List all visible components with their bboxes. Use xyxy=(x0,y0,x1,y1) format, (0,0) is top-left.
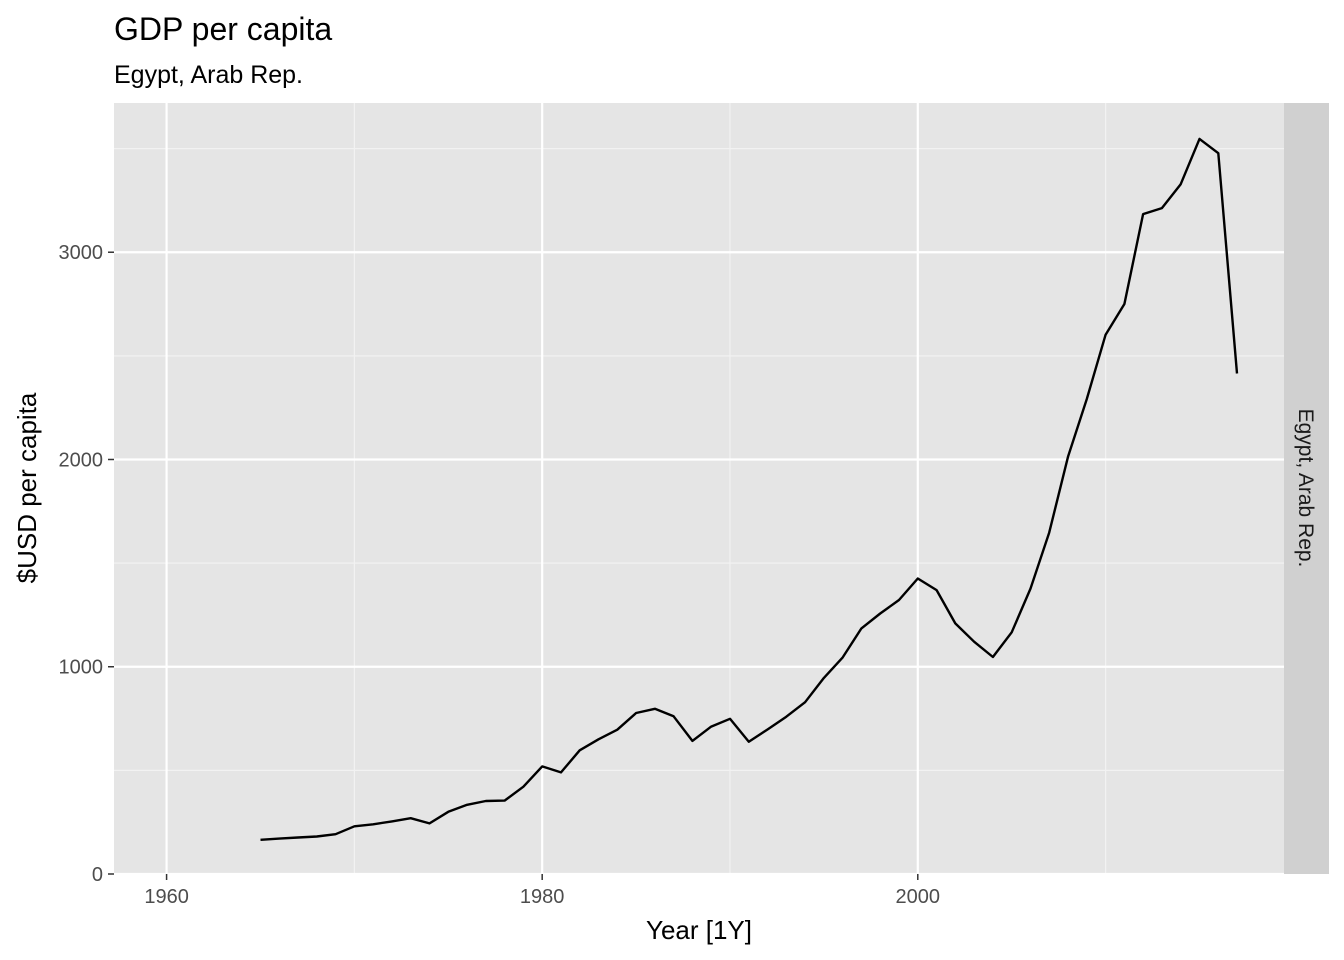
gdp-series-line xyxy=(260,137,1239,841)
minor-gridlines xyxy=(114,103,1284,874)
facet-strip-label: Egypt, Arab Rep. xyxy=(1294,409,1317,568)
x-axis: 1960 1980 2000 xyxy=(144,874,940,908)
x-tick-label: 1960 xyxy=(144,886,189,908)
y-tick-label: 1000 xyxy=(59,657,104,679)
chart-title: GDP per capita xyxy=(114,11,332,47)
y-tick-label: 2000 xyxy=(59,449,104,471)
x-tick-label: 1980 xyxy=(520,886,565,908)
plot-panel xyxy=(114,103,1284,874)
x-tick-label: 2000 xyxy=(896,886,941,908)
y-tick-label: 3000 xyxy=(59,242,104,264)
y-axis: 0 1000 2000 3000 xyxy=(59,242,114,886)
y-tick-label: 0 xyxy=(92,864,103,886)
y-axis-title: $USD per capita xyxy=(12,392,42,583)
chart-subtitle: Egypt, Arab Rep. xyxy=(114,61,303,89)
x-axis-title: Year [1Y] xyxy=(646,915,752,945)
facet-strip xyxy=(1284,103,1329,874)
major-gridlines xyxy=(114,103,1284,876)
